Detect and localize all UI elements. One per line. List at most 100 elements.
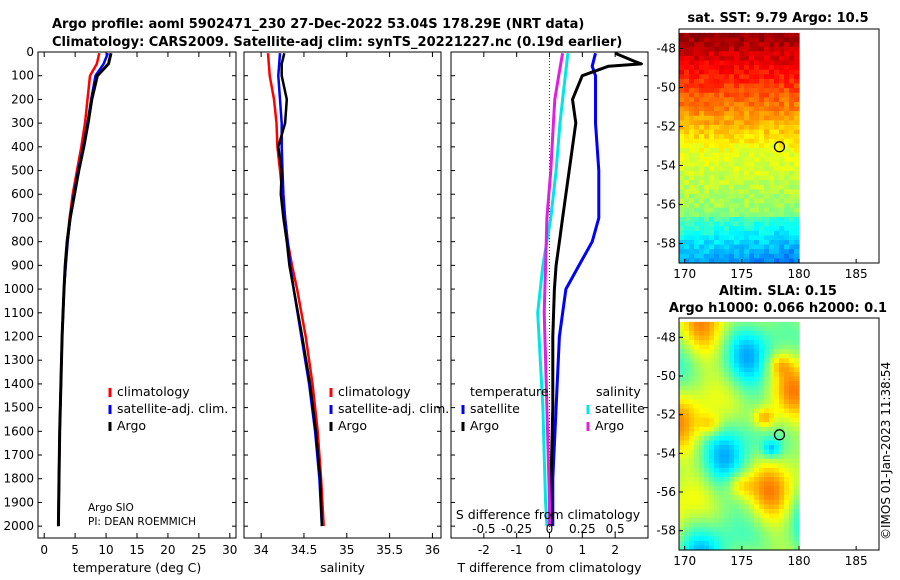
map-cell xyxy=(699,42,705,48)
map-cell xyxy=(749,32,755,39)
map-cell xyxy=(679,408,685,414)
map-cell xyxy=(774,74,780,80)
map-cell xyxy=(789,120,795,126)
map-cell xyxy=(689,226,695,232)
map-cell xyxy=(779,60,785,66)
map-cell xyxy=(789,258,795,264)
map-cell xyxy=(719,358,725,364)
map-cell xyxy=(699,69,705,75)
map-cell xyxy=(734,413,740,419)
map-cell xyxy=(794,454,800,460)
map-cell xyxy=(779,504,785,510)
map-cell xyxy=(739,367,745,373)
map-cell xyxy=(729,449,735,455)
map-cell xyxy=(694,394,700,401)
map-cell xyxy=(754,330,760,337)
map-cell xyxy=(744,358,750,364)
map-cell xyxy=(709,372,715,378)
map-cell xyxy=(699,65,705,71)
map-cell xyxy=(739,344,745,350)
map-cell xyxy=(764,180,770,186)
map-cell xyxy=(689,435,695,442)
map-cell xyxy=(749,335,755,341)
map-cell xyxy=(774,422,780,428)
map-cell xyxy=(789,175,795,181)
map-cell xyxy=(769,490,775,496)
map-cell xyxy=(794,536,800,542)
map-cell xyxy=(729,540,735,547)
map-cell xyxy=(789,481,795,487)
map-cell xyxy=(774,180,780,186)
map-cell xyxy=(679,83,685,89)
map-cell xyxy=(729,161,735,167)
map-cell xyxy=(769,51,775,57)
map-cell xyxy=(749,399,755,405)
map-cell xyxy=(744,249,750,255)
map-cell xyxy=(769,394,775,401)
map-cell xyxy=(734,330,740,337)
map-cell xyxy=(729,399,735,405)
map-cell xyxy=(739,226,745,232)
map-cell xyxy=(779,335,785,341)
map-cell xyxy=(684,216,690,223)
map-cell xyxy=(694,413,700,419)
map-cell xyxy=(714,376,720,382)
map-cell xyxy=(764,536,770,542)
map-cell xyxy=(739,134,745,140)
map-cell xyxy=(714,60,720,66)
map-cell xyxy=(714,143,720,149)
map-cell xyxy=(689,531,695,537)
map-cell xyxy=(759,390,765,396)
map-cell xyxy=(709,326,715,332)
map-cell xyxy=(689,175,695,181)
map-cell xyxy=(719,124,725,131)
map-cell xyxy=(769,454,775,460)
map-cell xyxy=(779,170,785,177)
map-cell xyxy=(744,106,750,112)
map-cell xyxy=(754,367,760,373)
map-cell xyxy=(779,362,785,369)
map-cell xyxy=(754,431,760,437)
map-cell xyxy=(684,390,690,396)
map-cell xyxy=(784,449,790,455)
map-cell xyxy=(704,326,710,332)
map-cell xyxy=(794,106,800,112)
map-cell xyxy=(719,495,725,501)
map-cell xyxy=(754,440,760,446)
map-cell xyxy=(774,157,780,163)
map-cell xyxy=(794,55,800,62)
map-cell xyxy=(684,486,690,492)
map-cell xyxy=(679,445,685,451)
map-cell xyxy=(774,83,780,89)
map-cell xyxy=(689,88,695,94)
temperature-legend-1-label: satellite-adj. clim. xyxy=(117,401,228,416)
map-cell xyxy=(769,184,775,190)
x-tick-label: 0 xyxy=(40,543,48,557)
map-cell xyxy=(734,504,740,510)
map-cell xyxy=(754,120,760,126)
map-cell xyxy=(724,138,730,144)
map-cell xyxy=(719,216,725,223)
map-cell xyxy=(774,55,780,62)
map-cell xyxy=(729,207,735,213)
map-cell xyxy=(714,449,720,455)
map-cell xyxy=(784,115,790,121)
map-cell xyxy=(759,481,765,487)
map-cell xyxy=(699,101,705,108)
map-cell xyxy=(764,381,770,387)
map-cell xyxy=(794,321,800,328)
map-cell xyxy=(759,42,765,48)
map-cell xyxy=(764,435,770,442)
map-cell xyxy=(734,417,740,423)
map-cell xyxy=(694,454,700,460)
map-cell xyxy=(794,92,800,98)
map-cell xyxy=(699,445,705,451)
map-cell xyxy=(764,37,770,43)
map-cell xyxy=(709,495,715,501)
map-cell xyxy=(774,413,780,419)
map-cell xyxy=(769,189,775,195)
map-cell xyxy=(789,445,795,451)
map-cell xyxy=(714,390,720,396)
map-cell xyxy=(729,372,735,378)
